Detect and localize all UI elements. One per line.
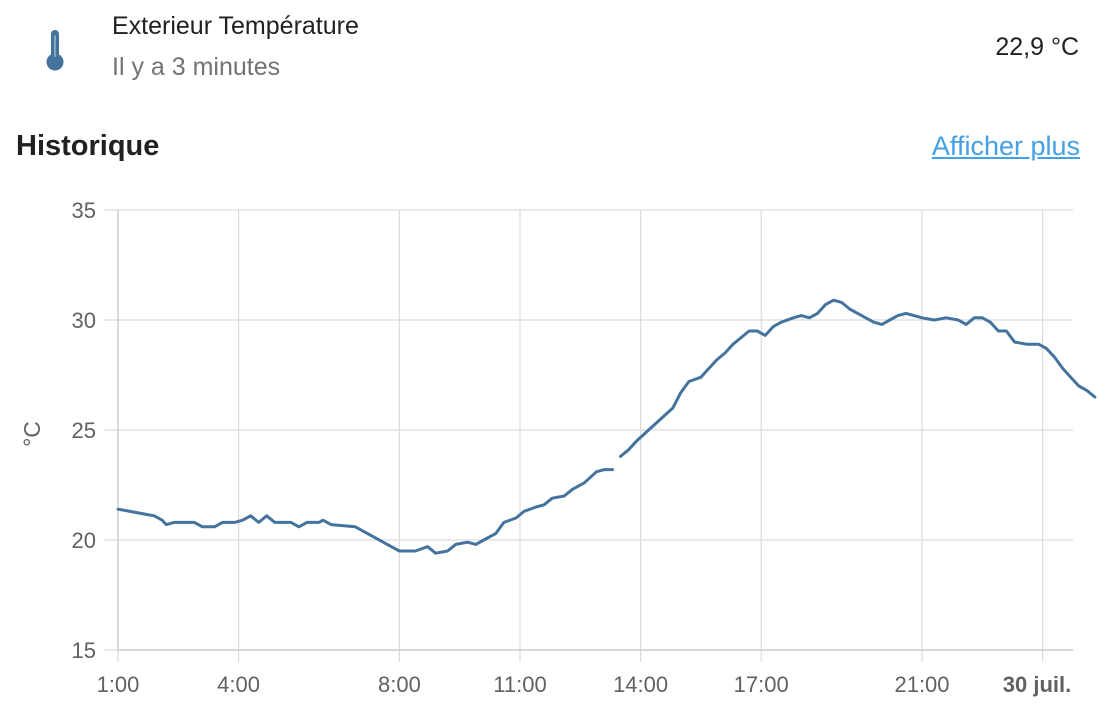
- x-tick-label: 21:00: [894, 672, 949, 697]
- entity-last-changed: Il y a 3 minutes: [112, 53, 281, 81]
- y-tick-label: 20: [72, 528, 96, 553]
- chart-grid: [104, 209, 1073, 662]
- x-tick-label: 30 juil.: [1003, 672, 1071, 697]
- x-tick-label: 8:00: [378, 672, 421, 697]
- x-tick-label: 11:00: [493, 672, 546, 697]
- y-tick-label: 15: [72, 638, 96, 663]
- show-more-link[interactable]: Afficher plus: [931, 131, 1080, 161]
- history-chart: 35 30 25 20 151:00 4:00 8:00 11:00 14:00 17:00 21:…: [19, 198, 1097, 697]
- history-title: Historique: [16, 130, 160, 162]
- chart-axes: 35 30 25 20 151:00 4:00 8:00 11:00 14:00 17:00 21:…: [72, 198, 1073, 697]
- temperature-series-line: [619, 298, 1097, 458]
- x-tick-label: 1:00: [97, 672, 140, 697]
- x-tick-label: 17:00: [734, 672, 789, 697]
- entity-name: Exterieur Température: [112, 12, 359, 40]
- y-tick-label: 35: [72, 198, 96, 223]
- thermometer-icon: [46, 30, 64, 71]
- entity-row[interactable]: Exterieur Température Il y a 3 minutes 2…: [0, 0, 1100, 96]
- entity-state-value: 22,9 °C: [995, 33, 1079, 61]
- temperature-series-line: [116, 468, 614, 555]
- x-tick-label: 4:00: [217, 672, 260, 697]
- y-tick-label: 30: [72, 308, 96, 333]
- x-tick-label: 14:00: [613, 672, 668, 697]
- y-axis-label: °C: [19, 421, 45, 447]
- chart-lines: [116, 298, 1097, 555]
- y-tick-label: 25: [72, 418, 96, 443]
